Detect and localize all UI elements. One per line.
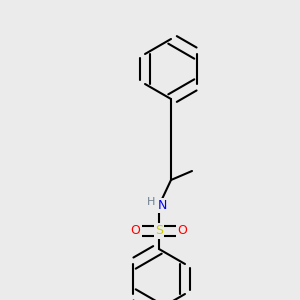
Text: O: O — [131, 224, 140, 238]
Text: S: S — [155, 224, 163, 238]
Text: H: H — [147, 197, 156, 207]
Text: O: O — [178, 224, 187, 238]
Text: N: N — [157, 199, 167, 212]
